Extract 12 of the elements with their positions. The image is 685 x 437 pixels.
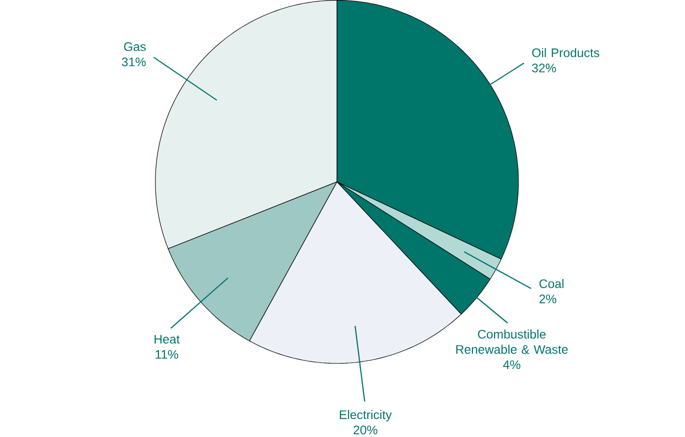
slice-label: Oil Products bbox=[532, 48, 600, 58]
slice-label: Coal bbox=[539, 278, 564, 288]
data-label: 31% bbox=[122, 57, 146, 66]
slice-label: Heat bbox=[154, 334, 180, 344]
data-label: 11% bbox=[156, 350, 178, 359]
slice-label: Electricity bbox=[340, 410, 392, 422]
data-label: 4% bbox=[503, 360, 520, 369]
data-label: 32% bbox=[532, 64, 556, 72]
data-label: 2% bbox=[539, 294, 556, 304]
slice-label: Combustible Renewable & Waste bbox=[456, 329, 568, 354]
data-label: 20% bbox=[354, 425, 378, 434]
slice-label: Gas bbox=[124, 42, 146, 51]
